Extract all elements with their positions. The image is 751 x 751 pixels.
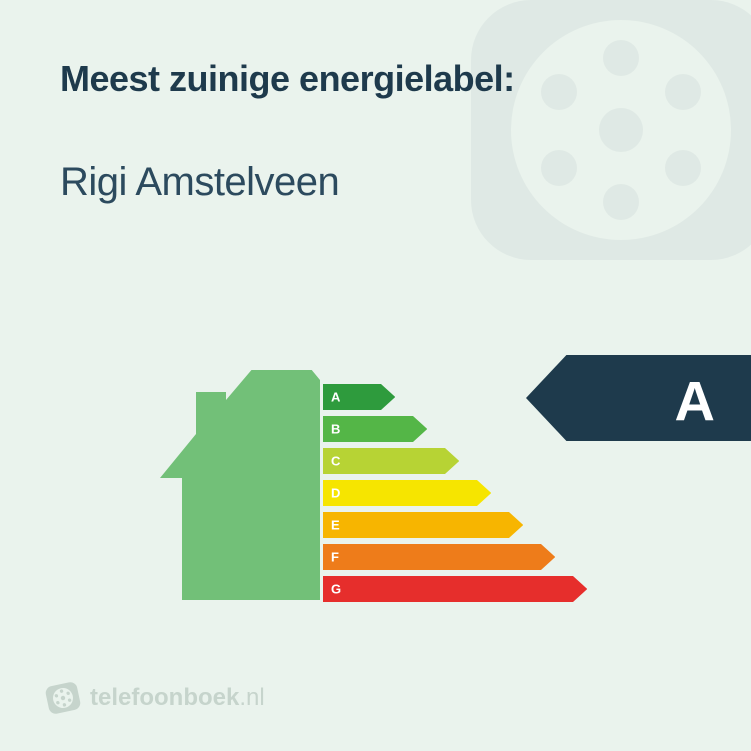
energy-bar-g: G bbox=[323, 576, 587, 602]
energy-bar-label: C bbox=[331, 454, 340, 469]
footer-text: telefoonboek.nl bbox=[90, 684, 265, 712]
energy-bar-e: E bbox=[323, 512, 587, 538]
energy-bar-f: F bbox=[323, 544, 587, 570]
house-icon bbox=[150, 370, 325, 605]
footer-brand-light: .nl bbox=[239, 684, 264, 711]
rating-letter: A bbox=[675, 368, 715, 433]
energy-bar-label: F bbox=[331, 550, 339, 565]
card-title: Meest zuinige energielabel: bbox=[60, 58, 691, 100]
rating-badge: A bbox=[526, 355, 751, 446]
energy-bar-c: C bbox=[323, 448, 587, 474]
phone-dial-icon bbox=[43, 678, 83, 718]
energy-bar-label: A bbox=[331, 390, 340, 405]
energy-bar-label: B bbox=[331, 422, 340, 437]
energy-bar-label: G bbox=[331, 582, 341, 597]
energy-bar-label: D bbox=[331, 486, 340, 501]
energy-bar-d: D bbox=[323, 480, 587, 506]
card-subtitle: Rigi Amstelveen bbox=[60, 160, 691, 205]
energy-bar-label: E bbox=[331, 518, 340, 533]
footer-brand: telefoonboek.nl bbox=[46, 681, 265, 715]
card-content: Meest zuinige energielabel: Rigi Amstelv… bbox=[0, 0, 751, 205]
footer-brand-bold: telefoonboek bbox=[90, 684, 239, 711]
